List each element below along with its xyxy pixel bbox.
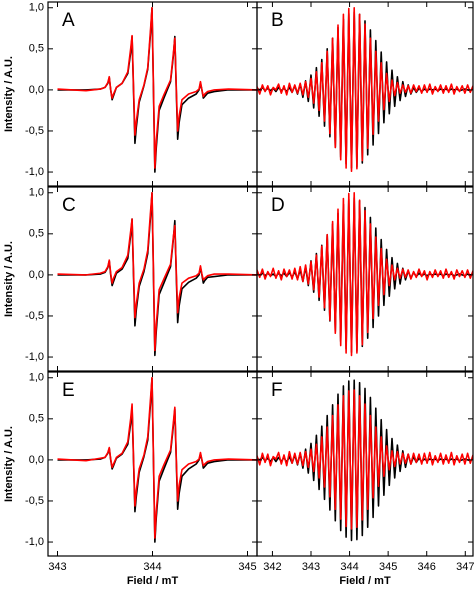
panel-letter: D xyxy=(271,195,285,216)
x-tick-label: 343 xyxy=(48,561,66,573)
y-tick-label: 0,0 xyxy=(29,454,44,466)
x-tick-label: 342 xyxy=(263,561,281,573)
y-tick-label: 0,0 xyxy=(29,269,44,281)
panel-frame xyxy=(256,371,474,557)
y-tick-label: 0,0 xyxy=(29,84,44,96)
y-tick-label: 0,5 xyxy=(29,228,44,240)
x-axis-label: Field / mT xyxy=(339,575,391,587)
spectrum-line xyxy=(57,376,257,539)
plot-area xyxy=(57,191,257,357)
x-tick-label: 345 xyxy=(379,561,397,573)
plot-area xyxy=(57,6,257,173)
spectrum-line xyxy=(57,6,257,169)
spectrum-line xyxy=(257,191,473,357)
spectrum-line xyxy=(57,191,257,352)
panel-letter: A xyxy=(62,10,75,31)
spectrum-line xyxy=(257,389,473,530)
x-tick-label: 345 xyxy=(238,561,256,573)
x-tick-label: 343 xyxy=(302,561,320,573)
panel-frame xyxy=(256,186,474,372)
panel-letter: C xyxy=(62,195,76,216)
x-tick-label: 346 xyxy=(418,561,436,573)
y-axis-label: Intensity / A.U. xyxy=(3,241,15,317)
panel-letter: F xyxy=(271,380,283,401)
y-tick-label: -1,0 xyxy=(25,536,44,548)
x-tick-label: 347 xyxy=(456,561,474,573)
y-axis-label: Intensity / A.U. xyxy=(3,426,15,502)
panel-frame xyxy=(256,1,474,187)
y-tick-label: -0,5 xyxy=(25,125,44,137)
y-tick-label: 0,5 xyxy=(29,413,44,425)
y-axis-label: Intensity / A.U. xyxy=(3,56,15,132)
spectrum-line xyxy=(257,6,473,173)
plot-area xyxy=(257,379,473,542)
plot-area xyxy=(257,191,473,357)
y-tick-label: -1,0 xyxy=(25,166,44,178)
y-tick-label: -0,5 xyxy=(25,310,44,322)
y-tick-label: 1,0 xyxy=(29,187,44,199)
x-axis-label: Field / mT xyxy=(127,575,179,587)
panel-letter: B xyxy=(271,10,284,31)
plot-area xyxy=(57,376,257,543)
y-tick-label: 0,5 xyxy=(29,43,44,55)
y-tick-label: -1,0 xyxy=(25,351,44,363)
y-tick-label: 1,0 xyxy=(29,2,44,14)
x-tick-label: 344 xyxy=(143,561,161,573)
x-tick-label: 344 xyxy=(340,561,358,573)
y-tick-label: 1,0 xyxy=(29,372,44,384)
plot-area xyxy=(257,6,473,173)
y-tick-label: -0,5 xyxy=(25,495,44,507)
panel-letter: E xyxy=(62,380,75,401)
